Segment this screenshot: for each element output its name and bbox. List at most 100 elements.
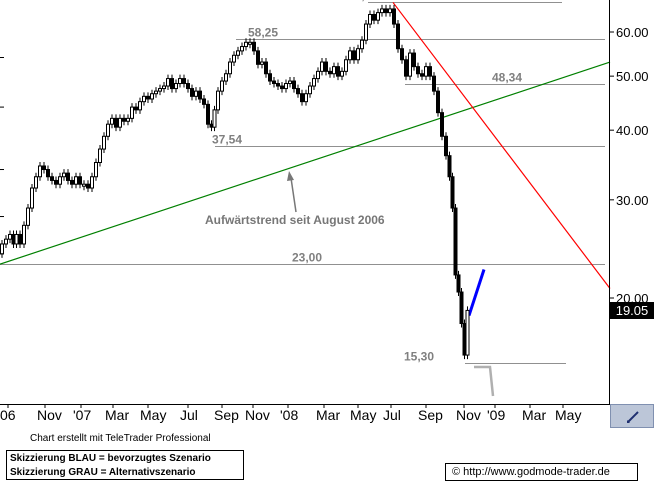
candle-body <box>82 183 86 187</box>
candle-body <box>420 73 424 77</box>
x-tick-label: '07 <box>73 407 91 423</box>
candle-body <box>134 106 138 111</box>
candle-body <box>78 176 82 185</box>
x-tick-label: May <box>350 407 376 423</box>
axes <box>0 0 610 405</box>
candle-body <box>252 41 256 52</box>
candles <box>0 4 470 360</box>
candle-body <box>284 83 288 90</box>
x-tick-label: '08 <box>280 407 298 423</box>
candle-body <box>424 66 428 77</box>
candle-body <box>400 48 404 61</box>
legend-line-blue: Skizzierung BLAU = bevorzugtes Szenario <box>10 453 211 464</box>
candle-body <box>296 88 300 95</box>
x-tick-label: 06 <box>0 407 16 423</box>
candle-body <box>236 50 240 56</box>
candle-body <box>384 8 388 14</box>
candle-body <box>344 59 348 72</box>
legend-box: Skizzierung BLAU = bevorzugtes Szenario … <box>6 450 244 480</box>
y-tick-label: 60.00 <box>616 25 649 40</box>
x-tick-label: Mar <box>522 407 546 423</box>
credit-text: Chart erstellt mit TeleTrader Profession… <box>30 433 211 444</box>
candle-body <box>368 13 372 25</box>
candle-body <box>316 70 320 80</box>
x-tick-label: May <box>140 407 166 423</box>
y-tick-label: 50.00 <box>616 69 649 84</box>
candle-body <box>308 85 312 95</box>
level-label: 37,54 <box>212 133 242 147</box>
candle-body <box>42 165 46 171</box>
candle-body <box>436 90 440 114</box>
grey-scenario-path <box>474 365 495 397</box>
candle-body <box>260 61 264 65</box>
candle-body <box>98 148 102 164</box>
candle-body <box>380 8 384 14</box>
candle-body <box>272 80 276 85</box>
candle-body <box>206 103 210 125</box>
x-tick-label: Mar <box>316 407 340 423</box>
candle-body <box>0 243 4 255</box>
candle-body <box>138 101 142 111</box>
candle-body <box>408 52 412 77</box>
candle-body <box>190 88 194 97</box>
candle-body <box>8 233 12 240</box>
x-tick-label: Nov <box>37 407 62 423</box>
candle-body <box>340 70 344 77</box>
level-label: 15,30 <box>404 350 434 364</box>
last-price-badge: 19.05 <box>610 302 654 319</box>
candle-body <box>288 80 292 85</box>
level-label: 58,25 <box>248 26 278 40</box>
candle-body <box>30 187 34 209</box>
candle-body <box>332 66 336 75</box>
candle-body <box>248 41 252 45</box>
candle-body <box>22 224 26 245</box>
candle-body <box>216 90 220 111</box>
candle-body <box>66 172 70 181</box>
candle-body <box>392 8 396 25</box>
candle-body <box>320 61 324 72</box>
source-url[interactable]: © http://www.godmode-trader.de <box>445 463 638 481</box>
x-tick-label: Sep <box>418 407 443 423</box>
x-tick-label: Nov <box>245 407 270 423</box>
candle-body <box>372 13 376 21</box>
y-tick-label: 30.00 <box>616 193 649 208</box>
candle-body <box>166 78 170 87</box>
x-tick-label: May <box>555 407 581 423</box>
candle-body <box>178 78 182 85</box>
x-tick-label: Sep <box>214 407 239 423</box>
chart-nav-button[interactable] <box>610 404 654 428</box>
candle-body <box>4 238 8 245</box>
candle-body <box>198 90 202 100</box>
candle-body <box>268 73 272 82</box>
candle-body <box>26 207 30 226</box>
candle-body <box>54 179 58 185</box>
horizontal-levels: 67,79 58,25 48,34 37,54 23,00 15,30 <box>0 0 605 364</box>
candle-body <box>114 117 118 128</box>
candle-body <box>447 155 452 178</box>
candle-body <box>244 41 248 48</box>
candle-body <box>404 59 408 77</box>
candle-body <box>224 73 228 82</box>
candle-body <box>94 162 98 178</box>
candle-body <box>18 233 22 245</box>
candle-body <box>130 106 134 119</box>
candle-body <box>194 90 198 97</box>
candle-body <box>304 93 308 103</box>
candle-body <box>90 176 94 189</box>
candle-body <box>62 172 66 178</box>
candle-body <box>444 135 448 157</box>
candle-body <box>292 80 296 90</box>
candle-body <box>396 23 400 50</box>
candle-body <box>324 61 328 72</box>
candle-body <box>212 109 217 128</box>
candle-body <box>352 50 356 61</box>
uptrend-line <box>0 61 611 265</box>
candle-body <box>46 169 50 178</box>
level-label: 67,79 <box>348 0 378 3</box>
candle-body <box>50 176 54 181</box>
candle-body <box>356 48 360 61</box>
trend-lines <box>0 2 611 317</box>
candle-body <box>174 83 178 90</box>
candle-body <box>456 274 461 293</box>
